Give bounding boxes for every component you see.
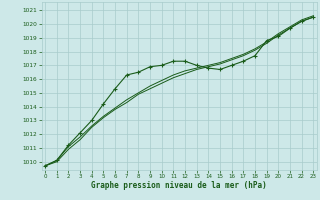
X-axis label: Graphe pression niveau de la mer (hPa): Graphe pression niveau de la mer (hPa) (91, 181, 267, 190)
